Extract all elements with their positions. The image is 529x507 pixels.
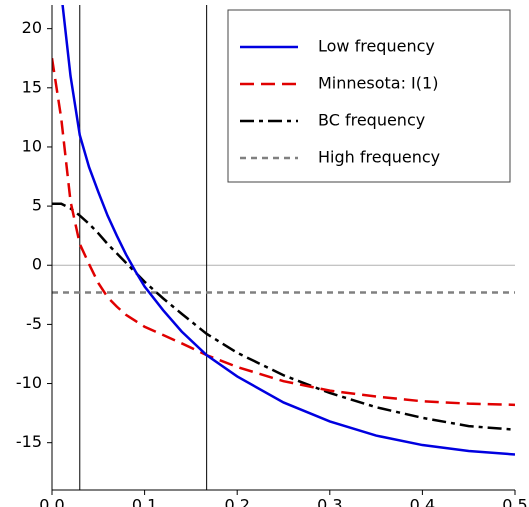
legend-box	[227, 9, 511, 183]
x-tick-label: 0.2	[224, 496, 249, 507]
x-tick-label: 0.5	[502, 496, 527, 507]
x-tick-label: 0.1	[132, 496, 157, 507]
series-line	[52, 202, 515, 431]
x-tick-label: 0.3	[317, 496, 342, 507]
y-tick-label: 5	[32, 196, 42, 215]
series-line	[61, 5, 515, 456]
y-tick-label: 20	[22, 18, 42, 37]
series-line	[52, 58, 515, 407]
y-tick-label: -10	[16, 373, 42, 392]
y-tick-label: 10	[22, 136, 42, 155]
x-tick-label: 0.4	[410, 496, 435, 507]
plot-area	[52, 5, 515, 490]
y-tick-label: -5	[26, 314, 42, 333]
x-tick-label: 0.0	[39, 496, 64, 507]
legend-label: High frequency	[318, 148, 440, 167]
y-tick-label: 0	[32, 255, 42, 274]
y-tick-label: -15	[16, 432, 42, 451]
legend-label: Low frequency	[318, 37, 435, 56]
y-tick-label: 15	[22, 77, 42, 96]
legend-label: BC frequency	[318, 111, 425, 130]
legend-label: Minnesota: I(1)	[318, 74, 438, 93]
